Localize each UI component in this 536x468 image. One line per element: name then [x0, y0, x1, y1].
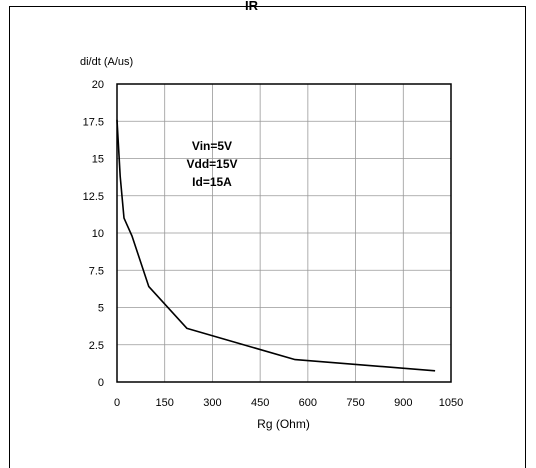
- y-tick-label: 5: [98, 303, 104, 315]
- header-fragment: IR: [245, 0, 258, 13]
- x-tick-label: 1050: [439, 397, 463, 409]
- y-tick-label: 7.5: [89, 265, 104, 277]
- y-tick-label: 17.5: [83, 116, 104, 128]
- plot-area: [116, 83, 452, 383]
- x-tick-label: 450: [251, 397, 269, 409]
- x-tick-label: 300: [203, 397, 221, 409]
- y-tick-label: 12.5: [83, 191, 104, 203]
- series: [116, 119, 436, 372]
- x-axis-label: Rg (Ohm): [257, 417, 310, 431]
- y-axis-ticks: 0 2.5 5 7.5 10 12.5 15 17.5 20: [83, 79, 104, 389]
- y-axis-label: di/dt (A/us): [80, 56, 133, 68]
- x-tick-label: 600: [299, 397, 317, 409]
- y-tick-label: 20: [92, 79, 104, 91]
- x-tick-label: 900: [394, 397, 412, 409]
- annotation-line: Id=15A: [192, 175, 232, 189]
- y-tick-label: 0: [98, 377, 104, 389]
- x-axis-ticks: 0 150 300 450 600 750 900 1050: [114, 397, 463, 409]
- x-tick-label: 150: [156, 397, 174, 409]
- grid: [117, 84, 451, 382]
- series-line: [116, 119, 436, 372]
- y-tick-label: 10: [92, 228, 104, 240]
- x-tick-label: 750: [346, 397, 364, 409]
- annotation: Vin=5V Vdd=15V Id=15A: [186, 139, 237, 189]
- x-tick-label: 0: [114, 397, 120, 409]
- y-tick-label: 2.5: [89, 340, 104, 352]
- annotation-line: Vdd=15V: [186, 157, 237, 171]
- annotation-line: Vin=5V: [192, 139, 232, 153]
- figure-frame: IR: [9, 0, 526, 468]
- y-tick-label: 15: [92, 154, 104, 166]
